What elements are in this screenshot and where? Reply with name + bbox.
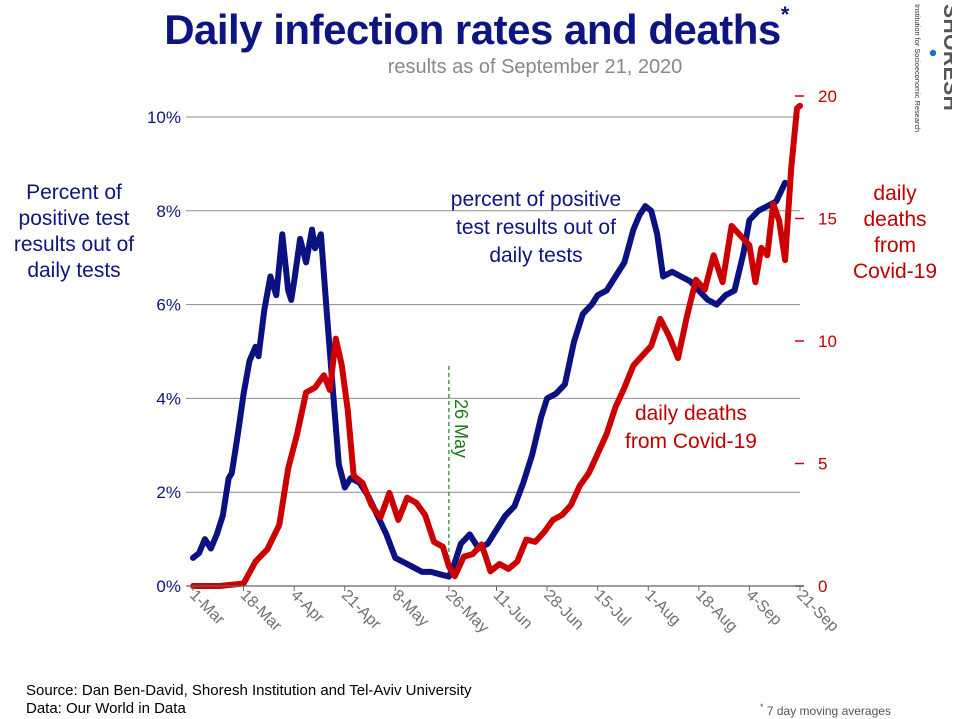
right-axis-tick-label: 0	[818, 577, 827, 596]
gridlines	[186, 116, 800, 587]
series-lines	[190, 102, 803, 589]
right-axis-label-line: daily	[873, 182, 917, 205]
chart-title: Daily infection rates and deaths*	[0, 2, 953, 54]
left-axis-label: Percent of positive test results out of …	[0, 180, 148, 284]
x-axis-tick-label: 15-Jul	[591, 587, 634, 630]
shoresh-logo: SHORESH Institution for Socioeconomic Re…	[913, 4, 952, 132]
logo-name: SHORESH	[939, 4, 952, 111]
left-axis-label-line: results out of	[13, 233, 135, 256]
left-axis-tick-label: 0%	[156, 577, 181, 596]
x-axis-tick-label: 8-May	[389, 587, 432, 630]
x-axis-tick-label: 28-Jun	[540, 587, 587, 634]
left-axis-tick-label: 8%	[156, 202, 181, 221]
source-note: Source: Dan Ben-David, Shoresh Instituti…	[26, 682, 472, 718]
deaths-series-line	[190, 102, 803, 589]
data-source-line: Data: Our World in Data	[26, 700, 186, 717]
x-axis-tick-label: 4-Sep	[743, 587, 785, 629]
x-axis-tick-label: 1-Mar	[186, 587, 228, 629]
right-axis-tick-label: 15	[818, 210, 837, 229]
right-axis-label-line: deaths	[863, 208, 927, 231]
left-axis-tick-label: 10%	[147, 108, 181, 127]
right-axis-tick-label: 5	[818, 455, 827, 474]
x-axis-tick-label: 18-Mar	[237, 587, 285, 635]
right-axis-label: daily deaths from Covid-19	[840, 181, 950, 285]
right-axis-label-line: Covid-19	[852, 260, 938, 283]
annotation-line: from Covid-19	[625, 430, 757, 453]
left-axis-label-line: positive test	[18, 207, 130, 230]
left-axis-label-line: Percent of	[26, 181, 122, 204]
right-axis-label-line: from	[874, 234, 916, 257]
annotation-line: daily tests	[489, 244, 583, 267]
footnote: * 7 day moving averages	[760, 702, 891, 718]
footnote-text: 7 day moving averages	[766, 704, 891, 718]
x-axis-tick-label: 11-Jun	[490, 587, 536, 633]
deaths-series-annotation: daily deaths from Covid-19	[606, 400, 776, 456]
x-axis-tick-label: 26-May	[442, 587, 492, 637]
right-axis-tick-label: 10	[818, 332, 837, 351]
annotation-line: daily deaths	[634, 402, 748, 425]
logo-tagline: Institution for Socioeconomic Research	[913, 4, 922, 132]
x-axis-tick-label: 21-Apr	[338, 587, 384, 633]
left-axis-tick-label: 6%	[156, 296, 181, 315]
left-axis-tick-label: 2%	[156, 483, 181, 502]
x-axis-tick-label: 18-Aug	[692, 587, 741, 636]
footnote-marker: *	[760, 702, 764, 712]
x-axis-tick-label: 1-Aug	[641, 587, 683, 629]
annotation-line: test results out of	[456, 216, 616, 239]
vertical-marker: 26 May	[448, 366, 471, 574]
left-axis-label-line: daily tests	[27, 259, 121, 282]
positivity-series-annotation: percent of positive test results out of …	[428, 186, 644, 270]
marker-label: 26 May	[451, 399, 471, 458]
right-axis-tick-label: 20	[818, 87, 837, 106]
x-axis-tick-label: 4-Apr	[287, 587, 327, 627]
logo-dot-icon	[929, 49, 937, 57]
chart-subtitle: results as of September 21, 2020	[387, 56, 683, 78]
chart-title-text: Daily infection rates and deaths	[164, 6, 781, 53]
annotation-line: percent of positive	[450, 188, 622, 211]
source-line: Source: Dan Ben-David, Shoresh Instituti…	[26, 682, 472, 699]
left-axis-tick-label: 4%	[156, 389, 181, 408]
title-footnote-marker: *	[780, 2, 790, 27]
